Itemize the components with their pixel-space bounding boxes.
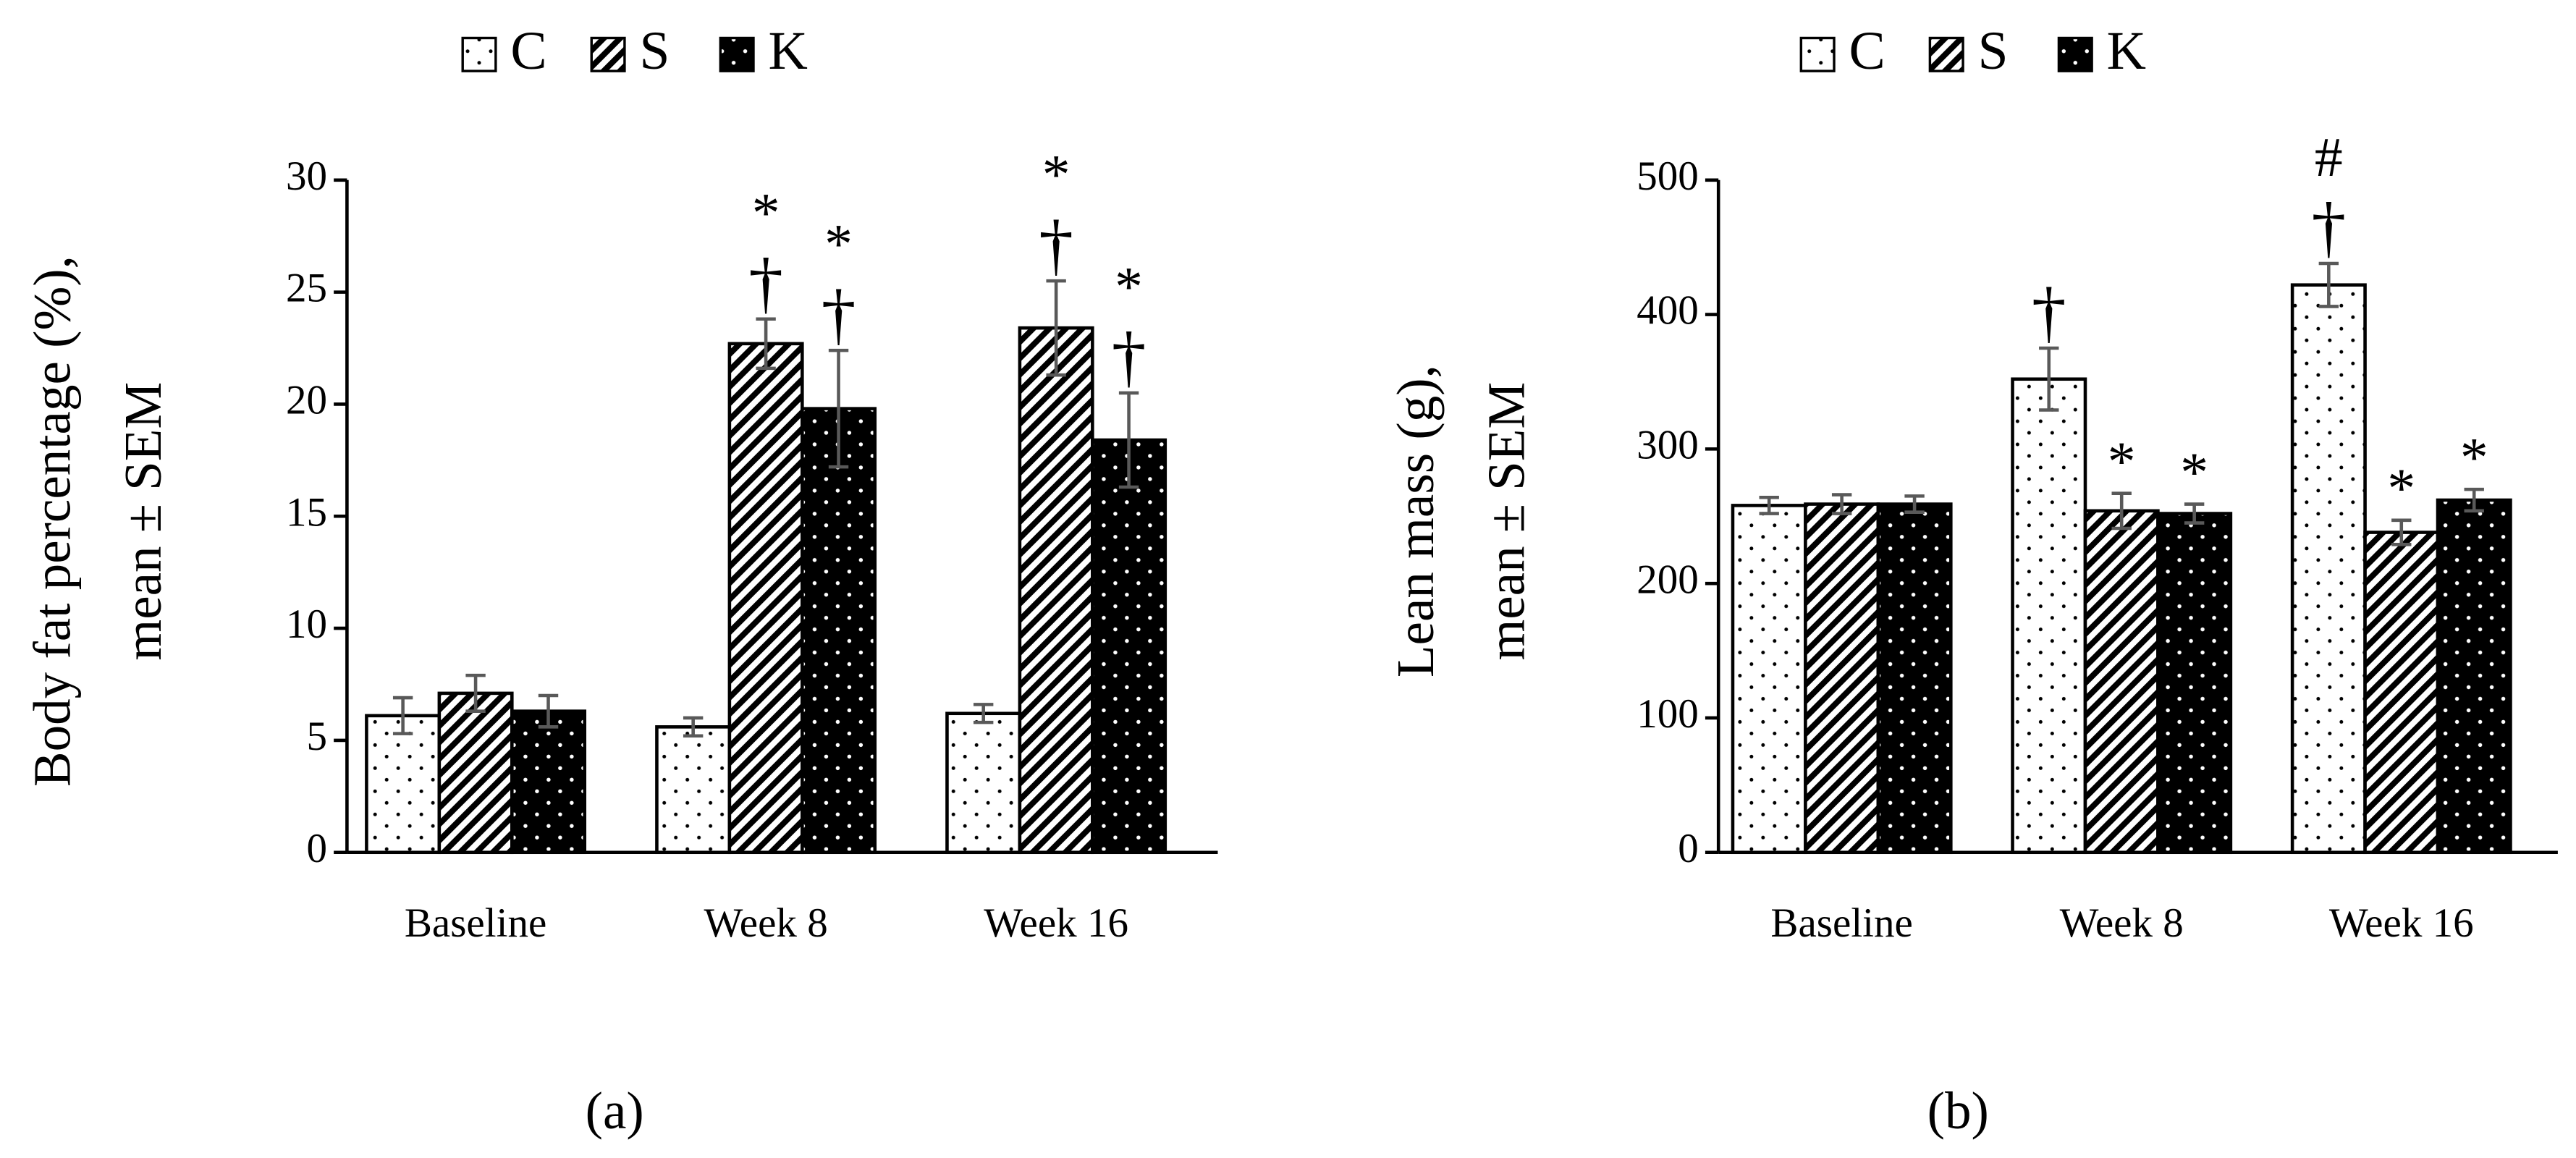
bar: [1876, 502, 1953, 855]
bar: [727, 342, 804, 855]
x-tick-label: Baseline: [1770, 900, 1912, 946]
x-tick-label: Week 8: [2060, 900, 2184, 946]
panel-label: (a): [586, 1081, 644, 1140]
y-tick-label: 5: [306, 714, 327, 759]
bar: [2083, 509, 2160, 855]
bar: [1731, 504, 1807, 855]
error-bar: [828, 348, 849, 469]
annotation: †: [1112, 318, 1146, 395]
y-tick-label: 25: [286, 266, 327, 311]
legend-swatch: [2057, 36, 2093, 72]
legend-swatch: [1928, 36, 1964, 72]
bar: [1018, 326, 1094, 855]
y-tick-label: 30: [286, 153, 327, 199]
y-axis-label: mean ± SEM: [1477, 382, 1536, 661]
legend-swatch: [719, 36, 755, 72]
error-bar: [2391, 518, 2412, 546]
legend-swatch: [461, 36, 497, 72]
annotation: *: [1115, 255, 1143, 318]
legend-swatch: [1799, 36, 1836, 72]
error-bar: [2184, 502, 2205, 525]
bar: [365, 714, 442, 855]
error-bar: [2111, 491, 2132, 531]
bar: [1091, 438, 1167, 855]
annotation: *: [2387, 457, 2415, 520]
y-tick-label: 10: [286, 601, 327, 647]
y-tick-label: 15: [286, 489, 327, 535]
x-tick-label: Week 16: [984, 900, 1128, 946]
y-tick-label: 0: [306, 826, 327, 871]
error-bar: [538, 693, 559, 729]
error-bar: [392, 696, 413, 735]
error-bar: [1831, 493, 1852, 515]
bar: [437, 691, 514, 855]
annotation: *: [2460, 426, 2488, 489]
y-tick-label: 200: [1637, 557, 1699, 602]
error-bar: [2318, 261, 2339, 308]
annotation: †: [748, 245, 783, 321]
y-axis-label: Body fat percentage (%),: [23, 255, 82, 787]
error-bar: [1759, 495, 1779, 515]
x-tick-label: Week 8: [704, 900, 827, 946]
annotation: *: [2108, 430, 2136, 492]
bar: [2363, 531, 2440, 855]
bar: [2290, 283, 2367, 855]
error-bar: [2464, 487, 2484, 513]
error-bar: [683, 716, 704, 738]
bar: [1804, 502, 1880, 855]
y-tick-label: 100: [1637, 691, 1699, 737]
y-axis-label: Lean mass (g),: [1386, 365, 1445, 677]
legend-label: C: [1849, 21, 1885, 81]
annotation: *: [2180, 441, 2208, 503]
annotation: *: [752, 182, 780, 244]
annotation: #: [2315, 126, 2343, 188]
y-tick-label: 0: [1678, 826, 1699, 871]
y-axis-label: mean ± SEM: [114, 382, 172, 661]
annotation: †: [2032, 274, 2066, 350]
error-bar: [1046, 279, 1066, 377]
y-tick-label: 500: [1637, 153, 1699, 199]
error-bar: [1118, 391, 1139, 489]
annotation: †: [1039, 206, 1073, 283]
annotation: *: [824, 213, 853, 275]
bar: [510, 709, 587, 855]
bar: [2011, 377, 2087, 855]
panel-label: (b): [1927, 1081, 1989, 1140]
bar: [2436, 498, 2512, 855]
legend-label: S: [639, 21, 670, 81]
bar: [655, 725, 732, 855]
error-bar: [1904, 494, 1925, 514]
y-tick-label: 400: [1637, 288, 1699, 334]
bar: [801, 407, 877, 855]
annotation: †: [822, 276, 856, 352]
legend-swatch: [590, 36, 626, 72]
error-bar: [465, 673, 486, 713]
error-bar: [2039, 346, 2059, 412]
legend-label: K: [2107, 21, 2146, 81]
bar: [2156, 512, 2233, 855]
annotation: †: [2311, 189, 2346, 266]
annotation: *: [1042, 143, 1070, 206]
legend-label: K: [769, 21, 808, 81]
legend-label: S: [1978, 21, 2009, 81]
error-bar: [973, 703, 994, 724]
y-tick-label: 300: [1637, 422, 1699, 468]
y-tick-label: 20: [286, 378, 327, 423]
legend-label: C: [510, 21, 546, 81]
x-tick-label: Week 16: [2329, 900, 2474, 946]
error-bar: [756, 317, 776, 371]
x-tick-label: Baseline: [405, 900, 546, 946]
bar: [945, 711, 1022, 855]
